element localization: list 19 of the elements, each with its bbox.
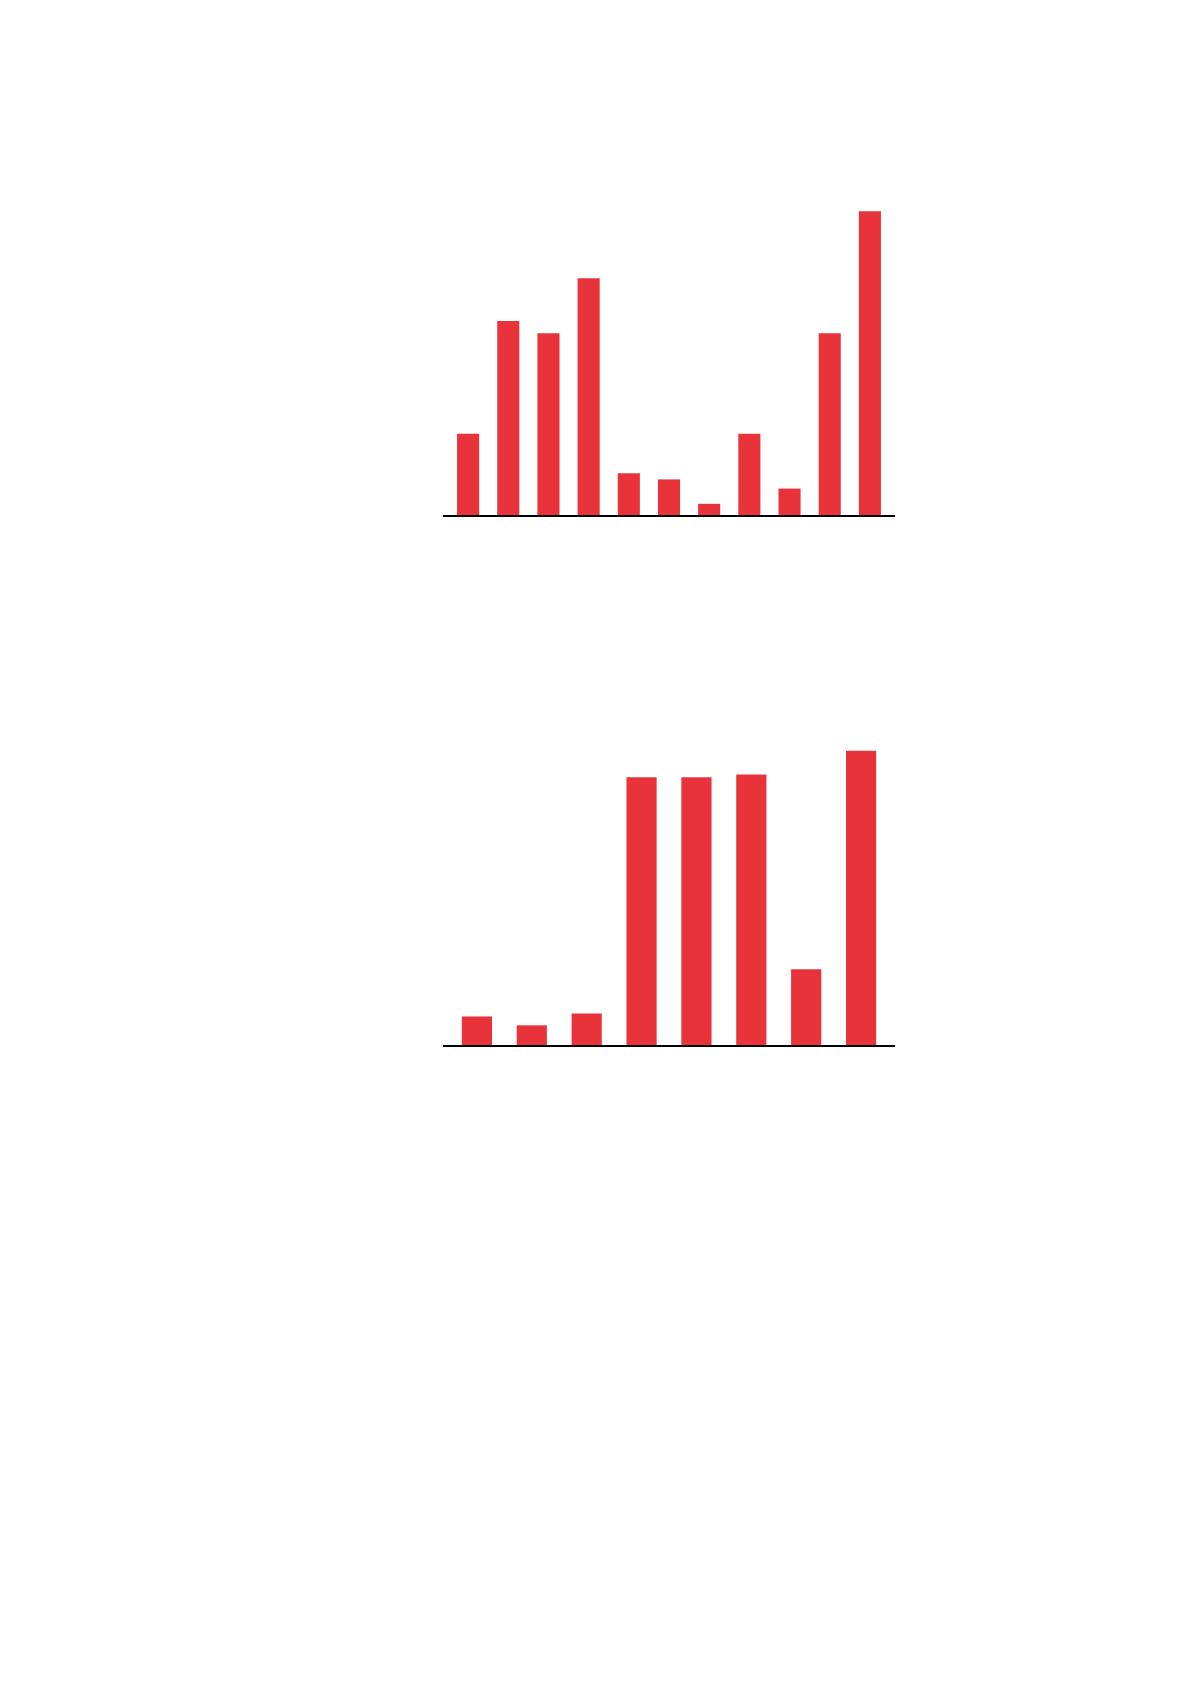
bar [791, 969, 822, 1046]
bar [736, 774, 767, 1046]
bar [845, 750, 877, 1046]
bar [657, 479, 681, 516]
bar [577, 278, 600, 516]
bar [516, 1025, 547, 1046]
bar [818, 333, 841, 516]
bar [858, 211, 881, 516]
bar [681, 777, 712, 1046]
bar [457, 433, 480, 516]
bar [738, 433, 761, 516]
bar [778, 488, 801, 516]
bar [698, 503, 721, 516]
bar [461, 1016, 493, 1046]
bar [571, 1013, 602, 1046]
bar [497, 320, 520, 516]
bar [617, 473, 640, 516]
bar [537, 333, 560, 516]
bar [626, 777, 657, 1046]
